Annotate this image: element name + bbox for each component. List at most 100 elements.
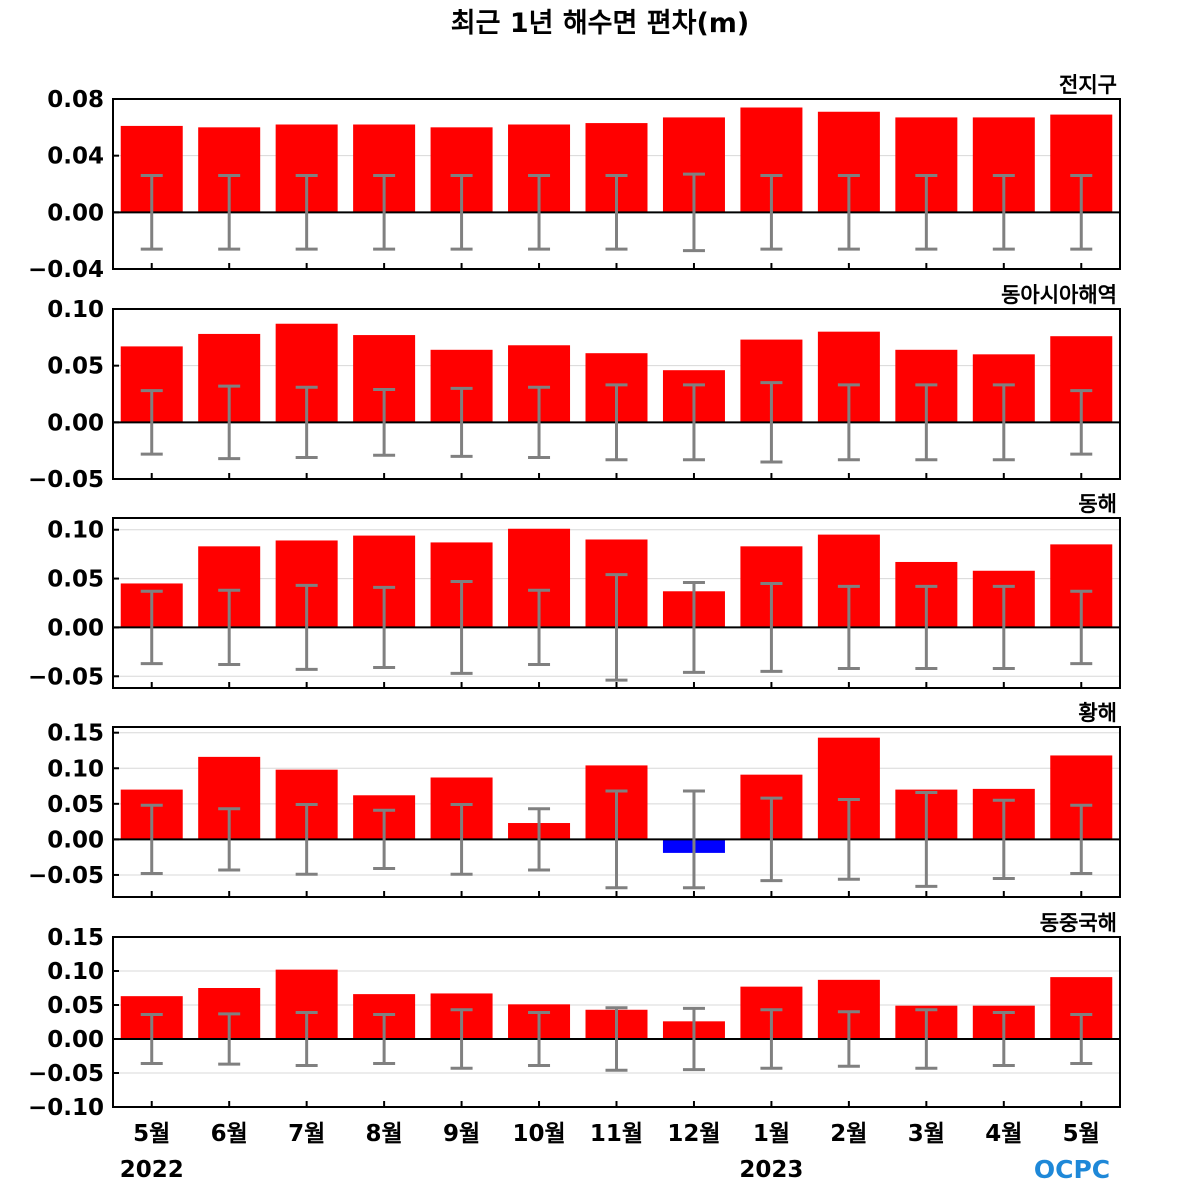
y-tick-label: 0.00 bbox=[47, 615, 104, 641]
error-bar bbox=[528, 807, 551, 872]
panel-2: 0.10 0.05 0.00 −0.05 동아시아해역 bbox=[28, 283, 1121, 493]
y-tick-label: 0.10 bbox=[47, 518, 104, 544]
y-tick-label: 0.10 bbox=[47, 959, 104, 985]
error-bar bbox=[218, 588, 241, 667]
error-bar bbox=[295, 803, 318, 876]
error-bar bbox=[760, 796, 783, 883]
error-bar bbox=[373, 174, 396, 251]
error-bar bbox=[295, 1010, 318, 1068]
x-tick-label: 5월 bbox=[133, 1121, 170, 1147]
error-bar bbox=[682, 172, 705, 253]
panel-4: 0.15 0.10 0.05 0.00 −0.05 황해 bbox=[28, 701, 1121, 898]
y-tick-label: −0.05 bbox=[28, 664, 104, 690]
x-tick-label: 2월 bbox=[830, 1121, 867, 1147]
error-bar bbox=[837, 174, 860, 251]
error-bar bbox=[528, 1010, 551, 1068]
error-bar bbox=[1070, 174, 1093, 251]
y-tick-label: 0.08 bbox=[47, 87, 104, 113]
error-bar bbox=[760, 381, 783, 464]
error-bar bbox=[992, 798, 1015, 881]
x-tick-label: 1월 bbox=[753, 1121, 790, 1147]
error-bar bbox=[140, 1013, 163, 1065]
error-bar bbox=[992, 1010, 1015, 1068]
error-bar bbox=[760, 174, 783, 251]
y-tick-label: −0.05 bbox=[28, 863, 104, 889]
error-bar bbox=[915, 383, 938, 462]
error-bar bbox=[450, 580, 473, 675]
panel-label: 황해 bbox=[1078, 701, 1117, 725]
x-tick-label: 8월 bbox=[366, 1121, 403, 1147]
panel-label: 동아시아해역 bbox=[1001, 283, 1117, 307]
y-tick-label: 0.04 bbox=[47, 144, 104, 170]
error-bar bbox=[915, 584, 938, 670]
y-tick-label: 0.05 bbox=[47, 567, 104, 593]
y-tick-label: 0.00 bbox=[47, 410, 104, 436]
error-bar bbox=[140, 589, 163, 666]
x-tick-label: 11월 bbox=[590, 1121, 643, 1147]
error-bar bbox=[915, 790, 938, 888]
error-bar bbox=[140, 174, 163, 251]
error-bar bbox=[528, 174, 551, 251]
panel-3: 0.10 0.05 0.00 −0.05 동해 bbox=[28, 492, 1121, 690]
error-bar bbox=[528, 385, 551, 459]
error-bar bbox=[218, 1012, 241, 1066]
error-bar bbox=[295, 174, 318, 251]
x-tick-label: 10월 bbox=[512, 1121, 565, 1147]
error-bar bbox=[682, 789, 705, 890]
x-tick-label: 7월 bbox=[288, 1121, 325, 1147]
x-tick-label: 4월 bbox=[985, 1121, 1022, 1147]
y-tick-label: 0.10 bbox=[47, 297, 104, 323]
error-bar bbox=[450, 174, 473, 251]
y-tick-label: −0.04 bbox=[28, 257, 104, 283]
y-tick-label: 0.05 bbox=[47, 792, 104, 818]
x-tick-label: 12월 bbox=[667, 1121, 720, 1147]
error-bar bbox=[837, 584, 860, 670]
chart-panels: 0.08 0.04 0.00 −0.04 전지구 0.10 0.05 0.00 −0.05 동아시… bbox=[28, 73, 1121, 1121]
error-bar bbox=[1070, 589, 1093, 666]
error-bar bbox=[373, 1013, 396, 1065]
error-bar bbox=[605, 573, 628, 682]
error-bar bbox=[450, 1008, 473, 1070]
error-bar bbox=[140, 389, 163, 456]
error-bar bbox=[450, 386, 473, 458]
panel-label: 전지구 bbox=[1059, 73, 1117, 97]
panel-1: 0.08 0.04 0.00 −0.04 전지구 bbox=[28, 73, 1121, 283]
error-bar bbox=[218, 384, 241, 461]
error-bar bbox=[528, 588, 551, 667]
y-tick-label: 0.00 bbox=[47, 200, 104, 226]
y-tick-label: 0.05 bbox=[47, 354, 104, 380]
error-bar bbox=[295, 385, 318, 459]
y-tick-label: 0.15 bbox=[47, 925, 104, 951]
error-bar bbox=[1070, 389, 1093, 456]
x-tick-label: 6월 bbox=[211, 1121, 248, 1147]
error-bar bbox=[682, 1006, 705, 1072]
chart-title: 최근 1년 해수면 편차(m) bbox=[451, 8, 750, 39]
x-tick-label: 5월 bbox=[1063, 1121, 1100, 1147]
panel-label: 동해 bbox=[1078, 492, 1117, 516]
year-label: 2023 bbox=[739, 1157, 803, 1183]
y-tick-label: −0.10 bbox=[28, 1095, 104, 1121]
y-tick-label: −0.05 bbox=[28, 1061, 104, 1087]
error-bar bbox=[682, 580, 705, 674]
error-bar bbox=[760, 1008, 783, 1070]
ocpc-logo-text: OCPC bbox=[1034, 1155, 1110, 1184]
error-bar bbox=[992, 383, 1015, 462]
ocpc-logo: OCPC bbox=[1034, 1155, 1110, 1184]
error-bar bbox=[605, 789, 628, 890]
error-bar bbox=[373, 585, 396, 669]
error-bar bbox=[140, 803, 163, 876]
y-tick-label: −0.05 bbox=[28, 467, 104, 493]
error-bar bbox=[1070, 803, 1093, 876]
error-bar bbox=[915, 1008, 938, 1070]
error-bar bbox=[605, 383, 628, 462]
error-bar bbox=[837, 1010, 860, 1068]
error-bar bbox=[837, 383, 860, 462]
y-tick-label: 0.15 bbox=[47, 721, 104, 747]
error-bar bbox=[992, 174, 1015, 251]
error-bar bbox=[218, 174, 241, 251]
error-bar bbox=[992, 584, 1015, 670]
error-bar bbox=[760, 581, 783, 673]
y-tick-label: 0.00 bbox=[47, 1027, 104, 1053]
panel-5: 0.15 0.10 0.05 0.00 −0.05 −0.10 동중국해 bbox=[28, 911, 1121, 1121]
